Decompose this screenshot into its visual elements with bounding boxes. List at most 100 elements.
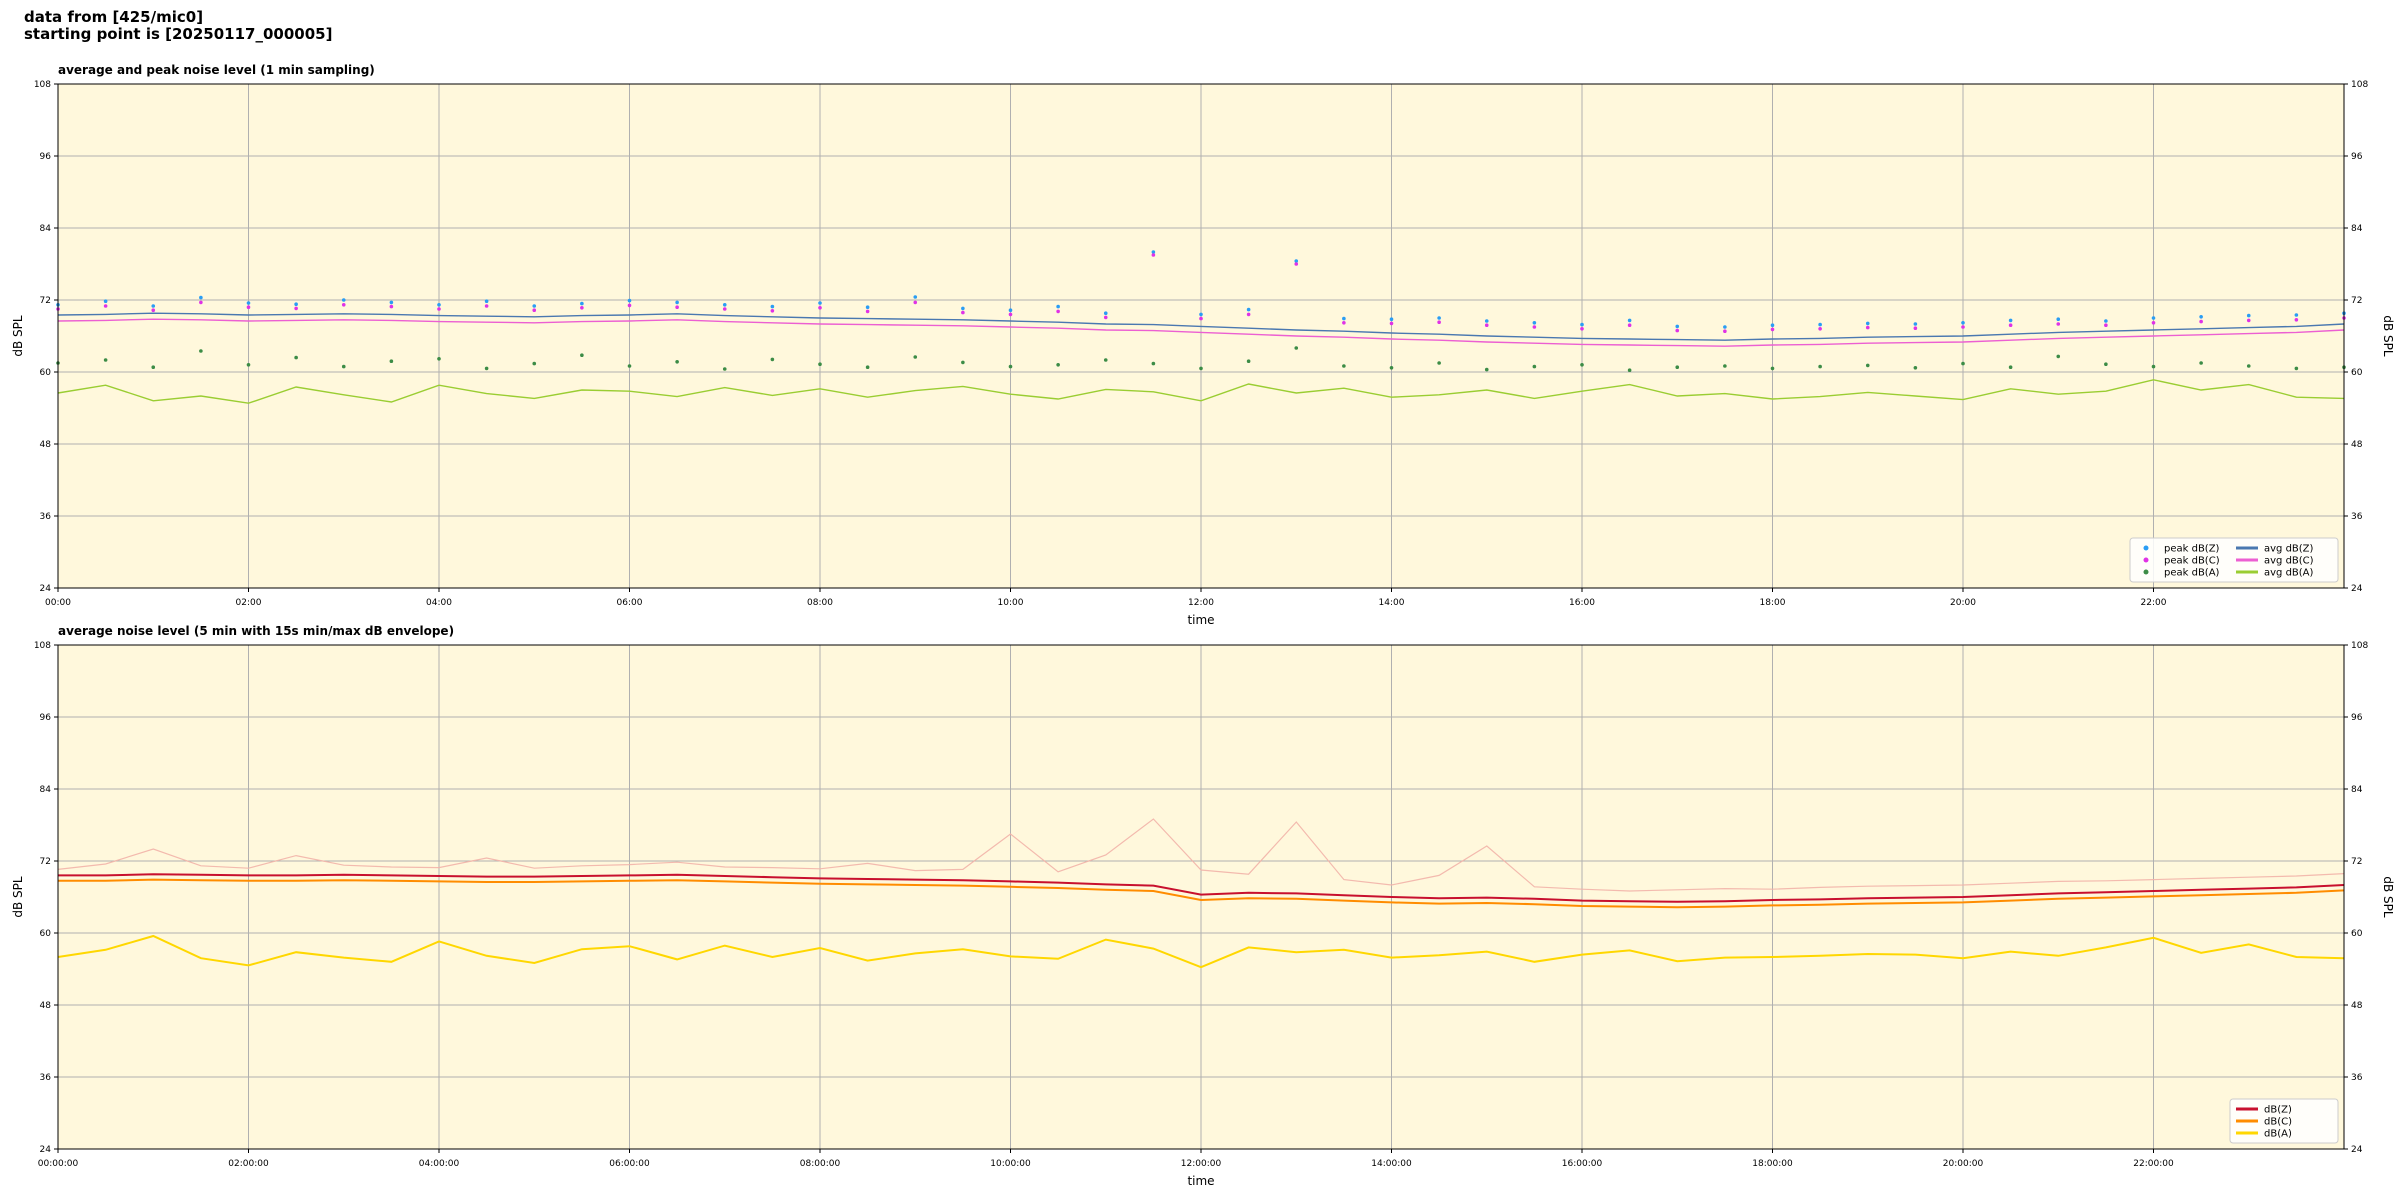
peak-dot: [1103, 315, 1108, 320]
peak-dot: [2104, 323, 2108, 328]
y-tick-label-right: 36: [2351, 512, 2363, 522]
peak-dot: [865, 365, 870, 370]
peak-dot: [961, 306, 965, 311]
peak-dot: [1437, 320, 1441, 325]
peak-dot: [1961, 325, 1965, 329]
y-tick-label: 48: [40, 1001, 52, 1011]
peak-dot: [437, 307, 441, 311]
y-tick-label: 24: [40, 584, 52, 594]
x-tick-label: 14:00: [1379, 598, 1405, 608]
peak-dot: [1627, 318, 1632, 323]
y-tick-label: 108: [34, 80, 51, 90]
legend-marker: [2143, 545, 2149, 551]
peak-dot: [437, 357, 441, 361]
peak-dot: [1675, 324, 1680, 329]
peak-dot: [151, 365, 156, 370]
peak-dot: [1199, 366, 1203, 371]
peak-dot: [1484, 323, 1489, 328]
peak-dot: [389, 304, 394, 309]
peak-dot: [675, 305, 679, 310]
y-tick-label-right: 60: [2351, 929, 2363, 939]
peak-dot: [770, 304, 775, 309]
x-tick-label: 22:00: [2141, 598, 2167, 608]
x-tick-label: 02:00: [236, 598, 262, 608]
y-tick-label-right: 108: [2351, 80, 2368, 90]
peak-dot: [1294, 262, 1299, 266]
peak-dot: [818, 306, 822, 310]
legend-label: dB(C): [2264, 1117, 2292, 1128]
peak-dot: [1723, 325, 1727, 329]
y-tick-label: 24: [40, 1145, 52, 1155]
y-tick-label: 60: [40, 929, 52, 939]
x-tick-label: 16:00:00: [1562, 1159, 1603, 1169]
peak-dot: [2151, 364, 2156, 369]
peak-dot: [2199, 361, 2203, 365]
legend-box: [2129, 537, 2339, 583]
x-axis-label: time: [1187, 1174, 1214, 1188]
y-tick-label: 72: [40, 857, 51, 867]
y-tick-label-right: 108: [2351, 641, 2368, 651]
y-tick-label: 60: [40, 368, 52, 378]
peak-dot: [1818, 327, 1822, 331]
peak-dot: [1913, 326, 1918, 331]
peak-dot: [1961, 361, 1965, 366]
y-tick-label-right: 60: [2351, 368, 2363, 378]
peak-dot: [961, 310, 965, 315]
chart-title: average and peak noise level (1 min samp…: [58, 63, 375, 77]
peak-dot: [437, 303, 441, 307]
peak-dot: [1199, 316, 1203, 321]
y-tick-label: 96: [40, 713, 52, 723]
peak-dot: [2199, 315, 2203, 319]
peak-dot: [1008, 312, 1013, 317]
peak-dot: [1389, 366, 1394, 370]
peak-dot: [1294, 259, 1299, 263]
peak-dot: [865, 305, 870, 310]
legend-marker: [2143, 557, 2149, 563]
page-title: data from [425/mic0]: [24, 8, 203, 26]
legend-label: avg dB(Z): [2264, 544, 2314, 555]
peak-dot: [1437, 361, 1441, 365]
x-tick-label: 20:00:00: [1943, 1159, 1984, 1169]
peak-dot: [532, 304, 537, 308]
peak-dot: [722, 367, 727, 371]
peak-dot: [199, 349, 203, 353]
peak-dot: [2246, 313, 2251, 318]
peak-dot: [2104, 319, 2108, 323]
y-tick-label-right: 96: [2351, 713, 2363, 723]
y-tick-label: 36: [40, 512, 52, 522]
x-tick-label: 12:00:00: [1181, 1159, 1222, 1169]
peak-dot: [913, 295, 918, 299]
legend-label: dB(A): [2264, 1129, 2292, 1140]
x-tick-label: 06:00:00: [609, 1159, 650, 1169]
peak-dot: [1675, 328, 1680, 333]
peak-dot: [1151, 361, 1156, 366]
legend-marker: [2143, 569, 2149, 575]
peak-dot: [1342, 364, 1346, 368]
peak-dot: [1008, 308, 1013, 313]
peak-dot: [627, 303, 632, 308]
x-tick-label: 12:00: [1188, 598, 1214, 608]
peak-dot: [2246, 318, 2251, 323]
y-tick-label-right: 48: [2351, 1001, 2363, 1011]
peak-dot: [2294, 366, 2299, 371]
legend-label: avg dB(C): [2264, 556, 2314, 567]
peak-dot: [1008, 364, 1013, 369]
peak-dot: [1151, 250, 1156, 254]
peak-dot: [961, 360, 965, 365]
y-tick-label-right: 96: [2351, 152, 2363, 162]
peak-dot: [532, 361, 537, 366]
peak-dot: [1580, 322, 1584, 327]
peak-dot: [1627, 368, 1632, 373]
peak-dot: [865, 309, 870, 314]
peak-dot: [1103, 358, 1108, 362]
peak-dot: [818, 301, 822, 305]
peak-dot: [1865, 321, 1870, 326]
peak-dot: [1389, 321, 1394, 326]
peak-dot: [199, 300, 203, 305]
series-line: [57, 934, 2345, 969]
peak-dot: [341, 303, 346, 307]
peak-dot: [1913, 322, 1918, 326]
y-tick-label-right: 24: [2351, 584, 2363, 594]
peak-dot: [913, 300, 918, 305]
